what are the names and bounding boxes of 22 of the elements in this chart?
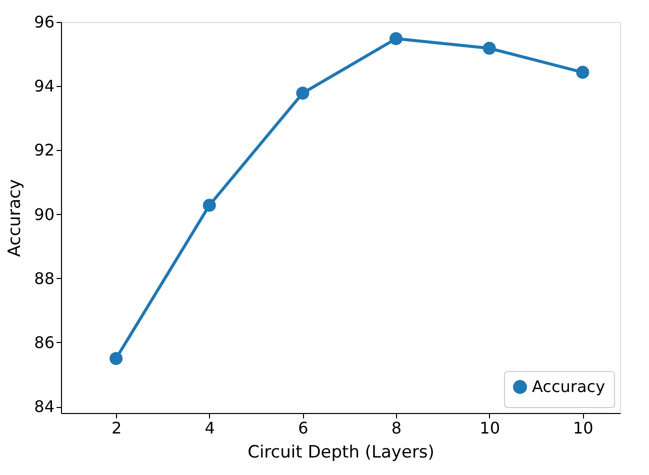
y-tick-label: 84: [34, 397, 54, 416]
y-tick-label: 86: [34, 332, 54, 352]
point: [482, 42, 496, 55]
x-tick-label: 6: [298, 418, 308, 438]
x-tick-label: 10: [480, 418, 500, 438]
x-axis-title: Circuit Depth (Layers): [248, 442, 434, 462]
x-tick-label: 2: [111, 418, 122, 438]
y-tick-label: 88: [34, 268, 54, 288]
point: [296, 86, 310, 100]
point: [390, 32, 403, 46]
point: [110, 352, 123, 366]
x-tick-label: 8: [391, 418, 402, 438]
point: [202, 198, 216, 212]
legend-label: Accuracy: [532, 377, 606, 396]
x-tick-label: 10: [572, 418, 594, 438]
y-tick-label: 96: [34, 12, 54, 32]
point: [576, 66, 590, 79]
y-tick-label: 90: [34, 204, 54, 224]
y-tick-label: 94: [34, 76, 54, 96]
x-tick-label: 4: [204, 418, 215, 438]
y-axis-title: Accuracy: [5, 179, 26, 257]
y-tick-label: 92: [34, 140, 54, 160]
